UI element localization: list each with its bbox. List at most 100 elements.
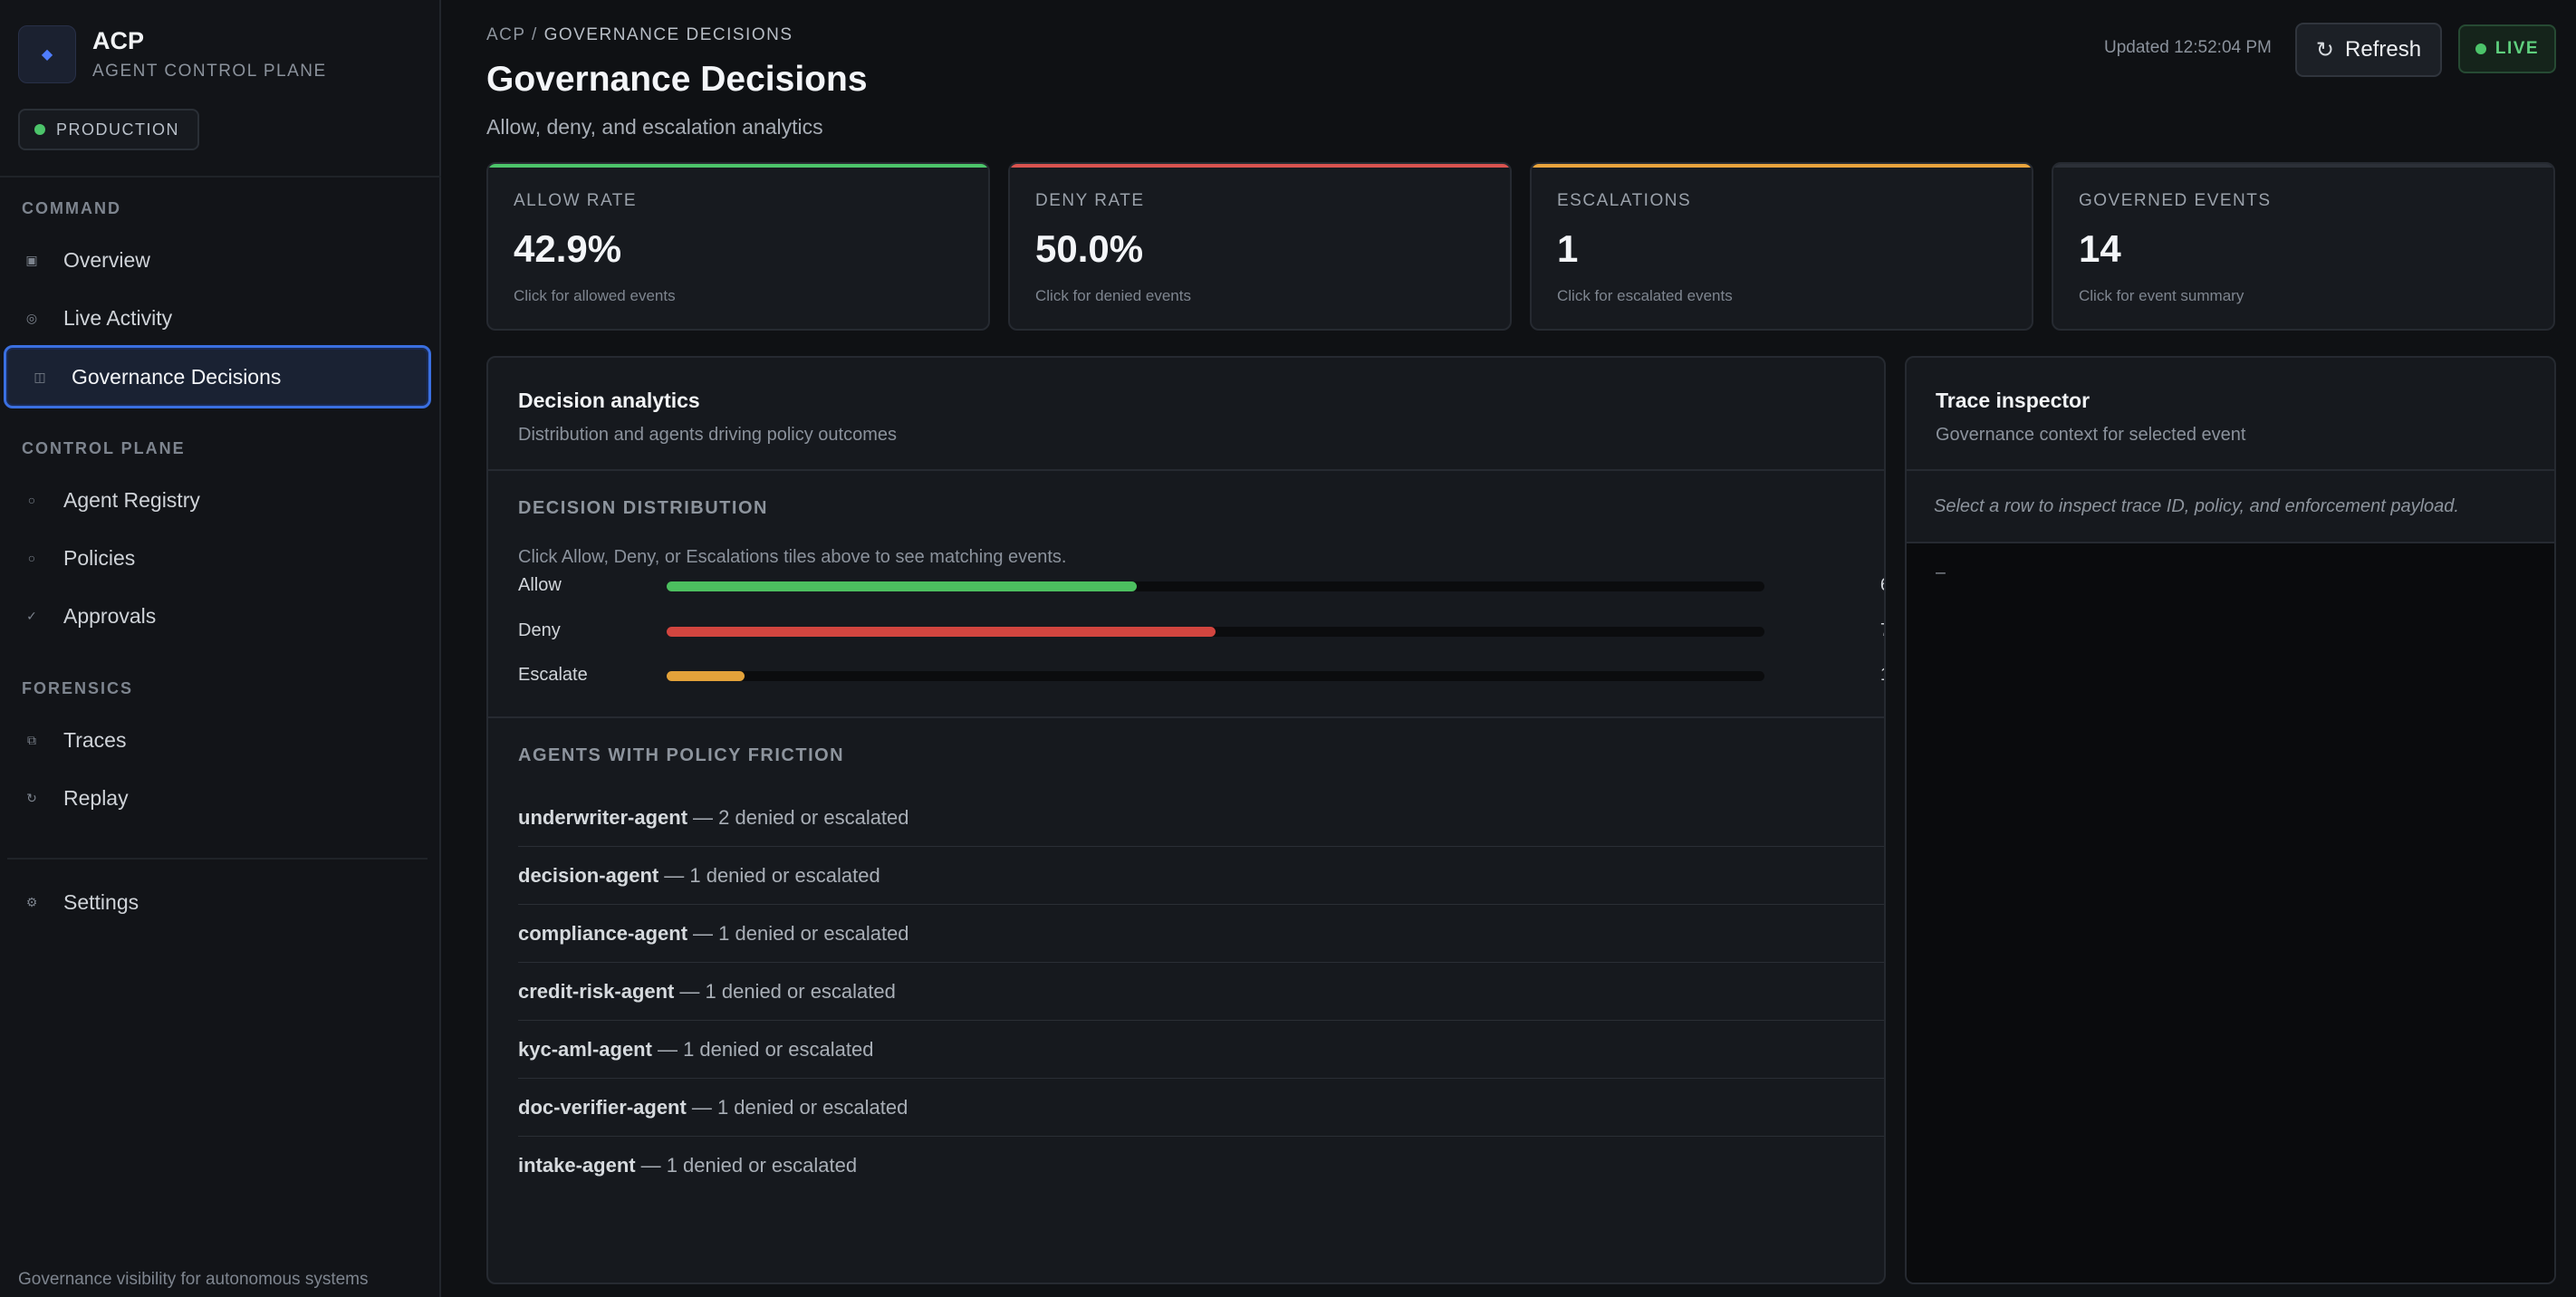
sidebar-item-agent-registry[interactable]: ○ Agent Registry: [22, 480, 420, 520]
card-accent: [488, 164, 988, 168]
agent-name: doc-verifier-agent: [518, 1095, 687, 1119]
copy-icon: ⧉: [27, 732, 36, 747]
bar-fill-allow: [667, 581, 1137, 591]
agent-name: underwriter-agent: [518, 805, 688, 829]
section-divider: [488, 716, 1884, 718]
bar-count: 1: [1880, 665, 1884, 686]
sidebar-item-governance-decisions[interactable]: ◫ Governance Decisions: [4, 345, 431, 408]
agent-detail: — 1 denied or escalated: [657, 1037, 874, 1061]
friction-row[interactable]: intake-agent — 1 denied or escalated: [518, 1137, 1884, 1195]
stat-card-deny-rate[interactable]: DENY RATE 50.0% Click for denied events: [1008, 162, 1512, 331]
bar-track: [667, 671, 1764, 681]
sidebar-item-overview[interactable]: ▣ Overview: [22, 240, 420, 280]
stat-hint: Click for allowed events: [514, 287, 676, 304]
environment-badge[interactable]: PRODUCTION: [18, 109, 199, 150]
stat-value: 14: [2079, 227, 2121, 270]
sidebar-item-settings[interactable]: ⚙ Settings: [22, 882, 420, 922]
distribution-row-escalate[interactable]: Escalate 1: [518, 663, 1884, 690]
friction-row[interactable]: doc-verifier-agent — 1 denied or escalat…: [518, 1079, 1884, 1137]
breadcrumb-root[interactable]: ACP: [486, 25, 526, 44]
sidebar-footer: Governance visibility for autonomous sys…: [18, 1270, 369, 1289]
environment-label: PRODUCTION: [56, 120, 179, 139]
sidebar-item-label: Agent Registry: [63, 487, 200, 512]
distribution-row-deny[interactable]: Deny 7: [518, 619, 1884, 646]
sidebar-item-approvals[interactable]: ✓ Approvals: [22, 596, 420, 636]
bar-count: 6: [1880, 575, 1884, 596]
distribution-row-allow[interactable]: Allow 6: [518, 573, 1884, 600]
sidebar-item-replay[interactable]: ↻ Replay: [22, 778, 420, 818]
breadcrumb-current: GOVERNANCE DECISIONS: [543, 25, 793, 44]
distribution-heading: DECISION DISTRIBUTION: [518, 498, 768, 518]
sidebar-item-label: Traces: [63, 727, 127, 752]
distribution-note: Click Allow, Deny, or Escalations tiles …: [518, 547, 1067, 567]
brand-title: ACP: [92, 27, 145, 54]
stat-value: 42.9%: [514, 227, 622, 270]
sidebar: ◆ ACP AGENT CONTROL PLANE PRODUCTION COM…: [0, 0, 441, 1297]
breadcrumb: ACP / GOVERNANCE DECISIONS: [486, 25, 793, 45]
section-label-control-plane: CONTROL PLANE: [22, 439, 186, 457]
agent-name: decision-agent: [518, 863, 659, 887]
gear-icon: ⚙: [25, 894, 38, 909]
sidebar-item-label: Approvals: [63, 603, 157, 628]
decision-analytics-panel: Decision analytics Distribution and agen…: [486, 356, 1886, 1284]
sidebar-item-label: Governance Decisions: [72, 364, 282, 389]
sidebar-item-live-activity[interactable]: ◎ Live Activity: [22, 298, 420, 338]
trace-payload-text: —: [1936, 563, 1946, 582]
friction-row[interactable]: kyc-aml-agent — 1 denied or escalated: [518, 1021, 1884, 1079]
live-badge: LIVE: [2458, 24, 2556, 73]
circle-icon: ○: [27, 493, 36, 507]
square-icon: ▣: [25, 252, 38, 267]
section-label-command: COMMAND: [22, 199, 121, 217]
stat-value: 1: [1557, 227, 1579, 270]
stat-label: ALLOW RATE: [514, 191, 638, 210]
activity-icon: ◎: [25, 310, 38, 325]
friction-row[interactable]: underwriter-agent — 2 denied or escalate…: [518, 789, 1884, 847]
brand-subtitle: AGENT CONTROL PLANE: [92, 62, 327, 81]
friction-heading: AGENTS WITH POLICY FRICTION: [518, 745, 845, 765]
stat-label: ESCALATIONS: [1557, 191, 1692, 210]
refresh-label: Refresh: [2345, 37, 2422, 62]
stat-card-governed-events[interactable]: GOVERNED EVENTS 14 Click for event summa…: [2052, 162, 2555, 331]
card-accent: [2053, 164, 2553, 168]
refresh-button[interactable]: ↻ Refresh: [2295, 23, 2442, 77]
check-icon: ✓: [26, 608, 37, 623]
sidebar-divider: [7, 858, 428, 860]
stat-card-allow-rate[interactable]: ALLOW RATE 42.9% Click for allowed event…: [486, 162, 990, 331]
card-accent: [1532, 164, 2032, 168]
sidebar-item-traces[interactable]: ⧉ Traces: [22, 720, 420, 760]
brand[interactable]: ◆ ACP AGENT CONTROL PLANE: [18, 25, 327, 83]
stat-hint: Click for escalated events: [1557, 287, 1733, 304]
sidebar-item-policies[interactable]: ○ Policies: [22, 538, 420, 578]
circle-icon: ○: [27, 551, 36, 565]
stat-card-escalations[interactable]: ESCALATIONS 1 Click for escalated events: [1530, 162, 2033, 331]
bar-label: Allow: [518, 575, 562, 595]
friction-row[interactable]: compliance-agent — 1 denied or escalated: [518, 905, 1884, 963]
panel-title: Trace inspector: [1936, 389, 2091, 412]
agent-detail: — 2 denied or escalated: [693, 805, 909, 829]
card-accent: [1010, 164, 1510, 168]
sidebar-item-label: Settings: [63, 889, 139, 914]
agent-name: credit-risk-agent: [518, 979, 675, 1003]
sidebar-item-label: Policies: [63, 545, 136, 570]
bar-label: Escalate: [518, 665, 588, 685]
breadcrumb-separator: /: [532, 25, 538, 44]
updated-timestamp: Updated 12:52:04 PM: [2104, 38, 2272, 57]
refresh-icon: ↻: [2315, 37, 2335, 62]
live-dot-icon: [2475, 43, 2486, 54]
trace-empty-message: Select a row to inspect trace ID, policy…: [1907, 471, 2554, 543]
agent-name: compliance-agent: [518, 921, 688, 945]
trace-inspector-panel: Trace inspector Governance context for s…: [1905, 356, 2556, 1284]
bar-fill-deny: [667, 627, 1216, 637]
agent-name: kyc-aml-agent: [518, 1037, 652, 1061]
diamond-logo-icon: ◆: [18, 25, 76, 83]
bar-fill-escalate: [667, 671, 745, 681]
friction-row[interactable]: decision-agent — 1 denied or escalated: [518, 847, 1884, 905]
friction-row[interactable]: credit-risk-agent — 1 denied or escalate…: [518, 963, 1884, 1021]
bar-label: Deny: [518, 620, 561, 640]
stat-hint: Click for event summary: [2079, 287, 2244, 304]
stat-label: DENY RATE: [1035, 191, 1145, 210]
trace-payload[interactable]: —: [1907, 543, 2554, 1283]
panel-header: Trace inspector Governance context for s…: [1907, 358, 2554, 471]
agent-name: intake-agent: [518, 1154, 636, 1177]
sidebar-divider: [0, 176, 441, 178]
